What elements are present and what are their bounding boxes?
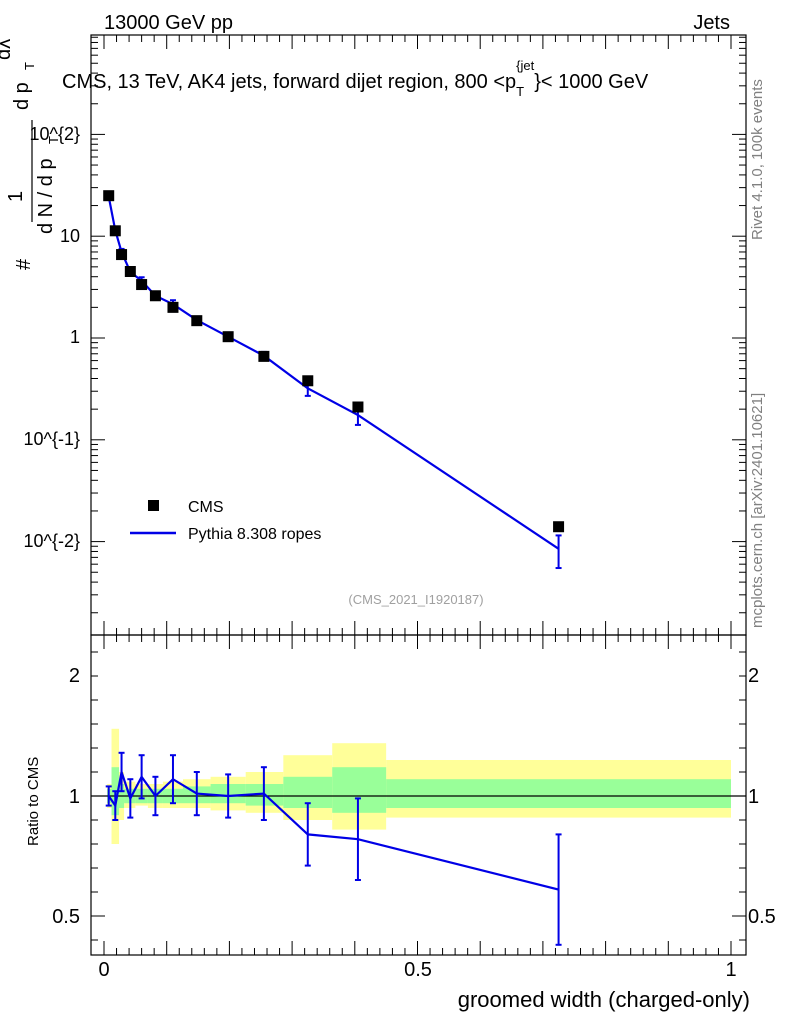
ratio-frame	[90, 634, 747, 956]
ylabel-t: T	[46, 136, 61, 144]
ratio-ytick-right-2: 2	[748, 665, 759, 687]
ratio-ytick-left-0.5: 0.5	[52, 906, 80, 928]
cms-point	[103, 190, 115, 202]
cms-point	[124, 266, 136, 278]
ratio-ytick-labels-right: 0.5 1 2	[748, 665, 776, 928]
mcplots-label: mcplots.cern.ch [arXiv:2401.10621]	[749, 393, 766, 628]
ytick-label-100: 10^{2}	[29, 124, 80, 144]
main-panel	[90, 34, 747, 636]
header-right: Jets	[693, 12, 730, 34]
main-ylabel: # 1 d N / d p T # d p T d 2 N dλ	[0, 39, 61, 270]
cms-point	[191, 315, 203, 327]
cms-point	[553, 521, 565, 533]
xtick-labels: 0 0.5 1	[98, 959, 736, 981]
xtick-label-0: 0	[98, 959, 109, 981]
ratio-panel	[90, 634, 747, 956]
ylabel-t2: T	[22, 62, 37, 70]
cms-point	[302, 375, 314, 387]
main-ytick-labels: 10^{-2} 10^{-1} 1 10 10^{2}	[24, 124, 81, 551]
cms-point	[149, 290, 161, 302]
x-axis-label: groomed width (charged-only)	[458, 987, 750, 1012]
ratio-ytick-left-2: 2	[69, 665, 80, 687]
ylabel-one: 1	[5, 191, 27, 202]
xtick-label-0.5: 0.5	[404, 959, 432, 981]
ytick-label-1: 1	[70, 327, 80, 347]
ytick-label-1e-2: 10^{-2}	[24, 531, 81, 551]
cms-point	[222, 331, 234, 343]
ratio-band-inner	[332, 767, 387, 813]
main-frame	[90, 34, 747, 636]
cms-point	[258, 350, 270, 362]
mc-line	[107, 196, 560, 550]
ratio-ytick-right-0.5: 0.5	[748, 906, 776, 928]
ratio-band-inner	[386, 779, 731, 808]
legend-mc-label: Pythia 8.308 ropes	[188, 526, 321, 543]
cms-point	[352, 401, 364, 413]
ylabel-dp: d p	[11, 82, 33, 110]
ratio-ytick-labels-left: 0.5 1 2	[52, 665, 80, 928]
ylabel-lambda: dλ	[0, 39, 15, 60]
ratio-ytick-right-1: 1	[748, 786, 759, 808]
analysis-watermark: (CMS_2021_I1920187)	[348, 592, 483, 607]
cms-point	[116, 249, 128, 261]
xtick-label-1: 1	[725, 959, 736, 981]
ytick-label-1e-1: 10^{-1}	[24, 429, 81, 449]
main-title: CMS, 13 TeV, AK4 jets, forward dijet reg…	[62, 58, 649, 99]
legend-cms-marker	[148, 500, 159, 511]
ratio-ylabel: Ratio to CMS	[25, 757, 42, 846]
ytick-label-10: 10	[60, 226, 80, 246]
legend-cms-label: CMS	[188, 499, 224, 516]
ratio-mc-group	[105, 751, 562, 946]
ratio-bands	[107, 728, 731, 844]
legend: CMS Pythia 8.308 ropes	[130, 499, 321, 543]
rivet-label: Rivet 4.1.0, 100k events	[749, 79, 766, 240]
cms-point	[167, 301, 179, 313]
cms-point	[109, 225, 121, 237]
ylabel-dn: d N / d p	[35, 158, 57, 234]
cms-point	[136, 279, 148, 291]
header-left: 13000 GeV pp	[104, 12, 233, 34]
ratio-ytick-left-1: 1	[69, 786, 80, 808]
ylabel-hash: #	[13, 258, 35, 270]
